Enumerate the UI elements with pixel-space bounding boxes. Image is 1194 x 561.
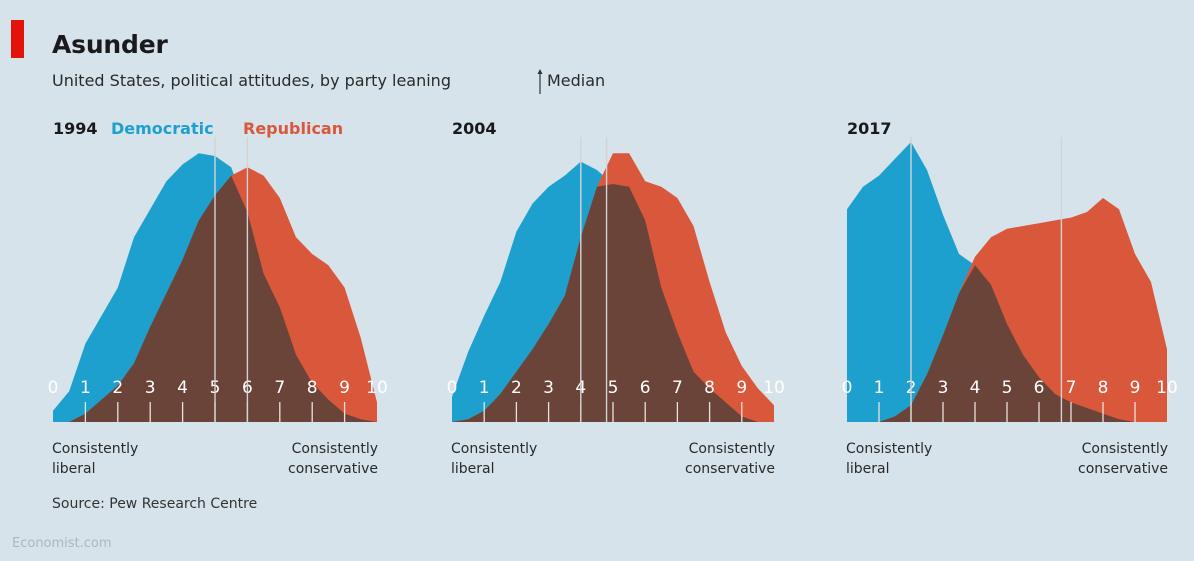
overlap-area (452, 184, 774, 422)
brand-red-tag (11, 20, 24, 58)
tick-label: 7 (672, 378, 683, 398)
tick-label: 0 (447, 378, 458, 398)
xlabel-conservative: conservative (685, 461, 775, 477)
tick-label: 4 (177, 378, 188, 398)
xlabel-liberal: Consistently (52, 441, 138, 457)
xlabel-conservative: Consistently (1082, 441, 1168, 457)
tick-label: 3 (938, 378, 949, 398)
xlabel-conservative: Consistently (292, 441, 378, 457)
chart-panel-2017: 0123456789102017ConsistentlyliberalConsi… (842, 119, 1178, 477)
xlabel-conservative: conservative (1078, 461, 1168, 477)
tick-label: 7 (274, 378, 285, 398)
xlabel-liberal: Consistently (451, 441, 537, 457)
tick-label: 5 (1002, 378, 1013, 398)
tick-label: 10 (1156, 378, 1178, 398)
republican-area (847, 198, 1167, 422)
tick-label: 9 (736, 378, 747, 398)
democratic-area (847, 142, 1167, 422)
tick-label: 0 (842, 378, 853, 398)
tick-label: 1 (479, 378, 490, 398)
tick-label: 5 (608, 378, 619, 398)
tick-label: 1 (80, 378, 91, 398)
tick-label: 3 (543, 378, 554, 398)
xlabel-liberal: liberal (451, 461, 495, 477)
tick-label: 3 (145, 378, 156, 398)
tick-label: 8 (307, 378, 318, 398)
tick-label: 8 (1098, 378, 1109, 398)
tick-label: 4 (970, 378, 981, 398)
chart-panel-1994: 0123456789101994DemocraticRepublicanCons… (48, 119, 388, 477)
tick-label: 10 (763, 378, 785, 398)
tick-label: 9 (1130, 378, 1141, 398)
panel-year: 1994 (53, 119, 98, 138)
tick-label: 6 (1034, 378, 1045, 398)
tick-label: 8 (704, 378, 715, 398)
median-key-label: Median (547, 71, 606, 90)
tick-label: 2 (112, 378, 123, 398)
credit-watermark: Economist.com (12, 536, 112, 551)
chart-panel-2004: 0123456789102004ConsistentlyliberalConsi… (447, 119, 785, 477)
chart-subtitle: United States, political attitudes, by p… (52, 71, 451, 90)
source-note: Source: Pew Research Centre (52, 496, 258, 512)
xlabel-liberal: Consistently (846, 441, 932, 457)
median-arrow-icon (537, 69, 543, 94)
tick-label: 7 (1066, 378, 1077, 398)
xlabel-liberal: liberal (52, 461, 96, 477)
tick-label: 2 (511, 378, 522, 398)
xlabel-conservative: Consistently (689, 441, 775, 457)
legend-republican: Republican (243, 119, 343, 138)
xlabel-conservative: conservative (288, 461, 378, 477)
tick-label: 9 (339, 378, 350, 398)
tick-label: 10 (366, 378, 388, 398)
chart-title: Asunder (52, 30, 168, 59)
tick-label: 0 (48, 378, 59, 398)
tick-label: 1 (874, 378, 885, 398)
xlabel-liberal: liberal (846, 461, 890, 477)
tick-label: 6 (640, 378, 651, 398)
panel-year: 2004 (452, 119, 497, 138)
legend-democratic: Democratic (111, 119, 214, 138)
overlap-area (847, 265, 1167, 422)
panel-year: 2017 (847, 119, 892, 138)
